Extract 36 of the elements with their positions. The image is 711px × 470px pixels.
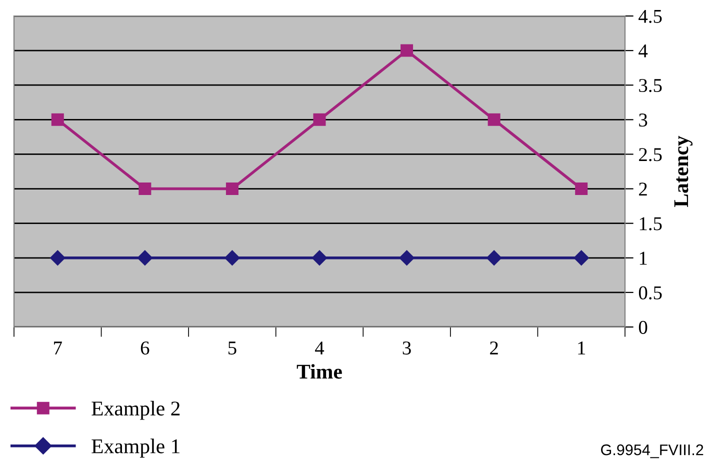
legend-label: Example 2	[92, 400, 180, 420]
y-tick-label: 1.5	[640, 217, 662, 230]
point	[574, 250, 589, 266]
x-tick-label: 4	[315, 342, 324, 354]
y-tick-label: 0.5	[638, 286, 662, 300]
point	[51, 113, 64, 126]
x-tick-label: 2	[490, 342, 498, 354]
x-tick-label: 7	[54, 342, 62, 354]
y-axis-title: Latency	[674, 136, 693, 208]
y-tick-label: 2.5	[639, 148, 662, 162]
point	[50, 250, 66, 266]
point	[400, 44, 414, 57]
point	[313, 113, 326, 126]
y-tick-label: 4.5	[638, 10, 662, 24]
point	[224, 250, 240, 266]
point	[575, 182, 588, 196]
point	[138, 182, 152, 196]
y-tick-label: 2	[639, 182, 647, 196]
point	[226, 182, 238, 196]
y-tick-label: 3.5	[639, 78, 662, 92]
legend-label: Example 1	[92, 438, 180, 458]
x-tick-label: 6	[140, 342, 150, 355]
text: G.9954_FVIII.2	[601, 444, 704, 458]
point	[488, 113, 500, 126]
y-tick-label: 0	[638, 320, 648, 334]
point	[399, 250, 414, 266]
y-tick-label: 4	[638, 44, 648, 58]
point	[486, 250, 502, 266]
point	[312, 250, 328, 266]
x-tick-label: 3	[402, 342, 411, 355]
point	[137, 250, 152, 266]
x-tick-label: 1	[578, 342, 586, 354]
x-tick-label: 5	[228, 342, 236, 355]
y-tick-label: 1	[640, 252, 647, 265]
y-tick-label: 3	[639, 114, 648, 127]
x-axis-title: Time	[296, 364, 342, 379]
